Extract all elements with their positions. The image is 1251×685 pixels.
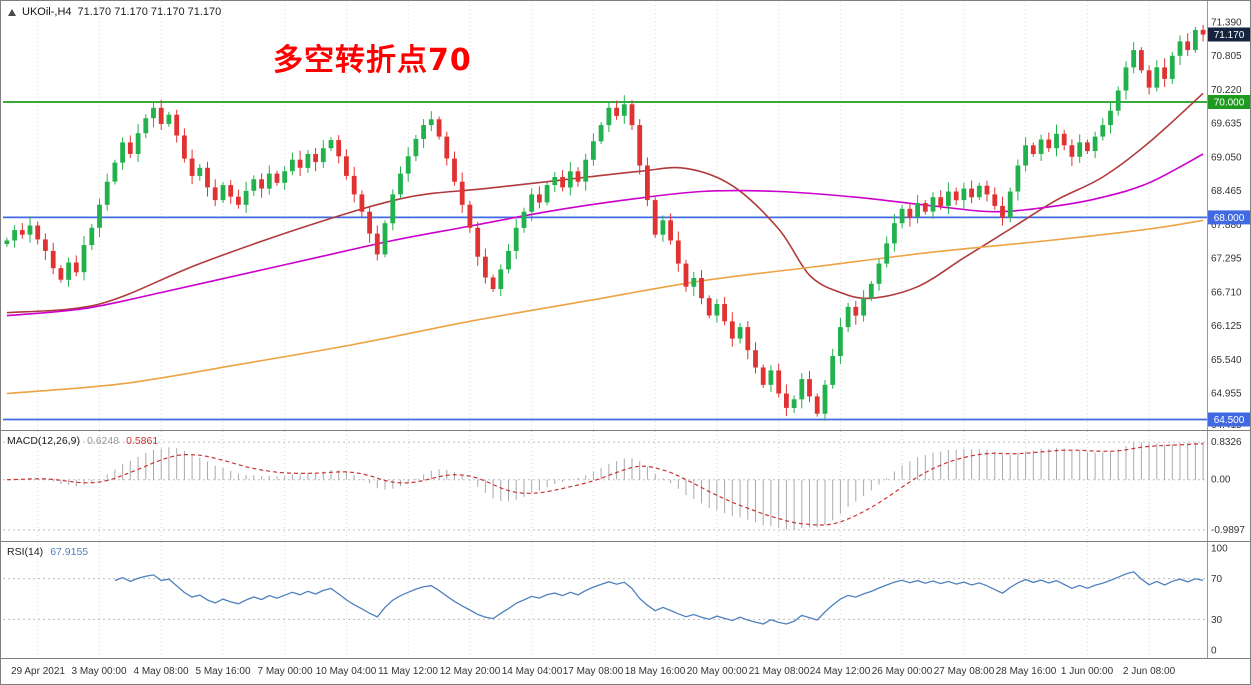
- time-axis-label: 1 Jun 00:00: [1060, 666, 1114, 677]
- time-axis-label: 26 May 00:00: [871, 666, 933, 677]
- ma-line-magenta: [6, 153, 1204, 317]
- price-tick-label: 71.390: [1211, 17, 1242, 28]
- macd-scale: 0.8326 0.00 -0.9897: [1207, 431, 1245, 542]
- time-axis-label: 10 May 04:00: [315, 666, 377, 677]
- symbol-marker-icon: [8, 8, 16, 16]
- time-axis-label: 7 May 00:00: [257, 666, 313, 677]
- time-axis-label: 24 May 12:00: [809, 666, 871, 677]
- price-tag-71.170: 71.170: [1208, 27, 1250, 42]
- macd-indicator-label: MACD(12,26,9) 0.6248 0.5861: [7, 435, 158, 447]
- rsi-level-lines: [3, 578, 1207, 620]
- rsi-line: [114, 571, 1204, 625]
- price-tick-label: 69.635: [1211, 119, 1242, 130]
- time-axis-label: 21 May 08:00: [748, 666, 810, 677]
- time-axis-label: 17 May 08:00: [562, 666, 624, 677]
- price-tick-label: 67.295: [1211, 254, 1242, 265]
- horizontal-level-lines: [3, 101, 1207, 421]
- time-axis-label: 27 May 08:00: [933, 666, 995, 677]
- grid-vertical-lines: [37, 1, 1150, 431]
- macd-histogram: [14, 442, 1204, 530]
- macd-signal-line: [6, 443, 1204, 526]
- price-tick-label: 68.465: [1211, 186, 1242, 197]
- chart-title: UKOil-,H4 71.170 71.170 71.170 71.170: [8, 6, 221, 18]
- price-tag-68.000: 68.000: [1208, 210, 1250, 225]
- time-axis[interactable]: 29 Apr 2021 3 May 00:00 4 May 08:00 5 May 1…: [1, 658, 1250, 684]
- ohlc-readout: 71.170 71.170 71.170 71.170: [77, 6, 222, 18]
- macd-main-value: 0.6248: [86, 435, 120, 447]
- time-axis-label: 3 May 00:00: [71, 666, 127, 677]
- ma-line-orange: [6, 219, 1204, 395]
- svg-text:70: 70: [1211, 574, 1223, 585]
- price-tick-label: 70.805: [1211, 51, 1242, 62]
- rsi-indicator-label: RSI(14) 67.9155: [7, 546, 88, 558]
- svg-text:0.00: 0.00: [1211, 475, 1231, 486]
- annotation-text: 多空转折点70: [273, 43, 472, 78]
- time-axis-label: 20 May 00:00: [686, 666, 748, 677]
- time-axis-label: 2 Jun 08:00: [1122, 666, 1176, 677]
- svg-text:-0.9897: -0.9897: [1211, 525, 1245, 536]
- price-tick-label: 66.710: [1211, 287, 1242, 298]
- svg-text:0: 0: [1211, 646, 1217, 657]
- price-tick-label: 64.955: [1211, 389, 1242, 400]
- price-tick-label: 65.540: [1211, 355, 1242, 366]
- price-tag-70.000: 70.000: [1208, 95, 1250, 109]
- svg-text:0.8326: 0.8326: [1211, 437, 1242, 448]
- svg-text:70.000: 70.000: [1214, 98, 1245, 109]
- svg-text:30: 30: [1211, 615, 1223, 626]
- price-scale: 71.390 70.805 70.220 69.635 69.050 68.465 67.8…: [1207, 1, 1250, 431]
- symbol-timeframe-label: UKOil-,H4: [22, 6, 72, 18]
- grid-vertical-lines: [37, 542, 1150, 658]
- macd-panel-canvas[interactable]: 0.8326 0.00 -0.9897: [1, 431, 1251, 542]
- ma-line-red: [6, 92, 1204, 314]
- svg-text:100: 100: [1211, 544, 1228, 555]
- time-axis-label: 11 May 12:00: [378, 666, 438, 677]
- time-axis-label: 28 May 16:00: [995, 666, 1057, 677]
- time-axis-label: 4 May 08:00: [133, 666, 189, 677]
- grid-vertical-lines: [37, 431, 1150, 542]
- svg-text:64.500: 64.500: [1214, 415, 1245, 426]
- rsi-panel-canvas[interactable]: 100 70 30 0: [1, 542, 1251, 658]
- svg-text:71.170: 71.170: [1214, 30, 1245, 41]
- svg-text:68.000: 68.000: [1214, 213, 1245, 224]
- candles: [4, 24, 1206, 421]
- time-axis-label: 29 Apr 2021: [11, 666, 65, 677]
- price-tick-label: 70.220: [1211, 85, 1242, 96]
- macd-level-lines: [3, 441, 1207, 531]
- price-tick-label: 66.125: [1211, 321, 1242, 332]
- time-axis-label: 5 May 16:00: [195, 666, 251, 677]
- rsi-value: 67.9155: [50, 546, 89, 558]
- price-tick-label: 69.050: [1211, 152, 1242, 163]
- price-tag-64.500: 64.500: [1208, 412, 1250, 427]
- macd-name: MACD(12,26,9): [7, 435, 80, 447]
- time-axis-label: 18 May 16:00: [624, 666, 686, 677]
- time-axis-label: 12 May 20:00: [439, 666, 501, 677]
- rsi-scale: 100 70 30 0: [1207, 542, 1228, 658]
- macd-signal-value: 0.5861: [126, 435, 159, 447]
- main-chart-canvas[interactable]: 71.390 70.805 70.220 69.635 69.050 68.465 67.8…: [1, 1, 1251, 431]
- price-tick-label: 67.880: [1211, 220, 1242, 231]
- rsi-name: RSI(14): [7, 546, 44, 558]
- time-axis-label: 14 May 04:00: [501, 666, 563, 677]
